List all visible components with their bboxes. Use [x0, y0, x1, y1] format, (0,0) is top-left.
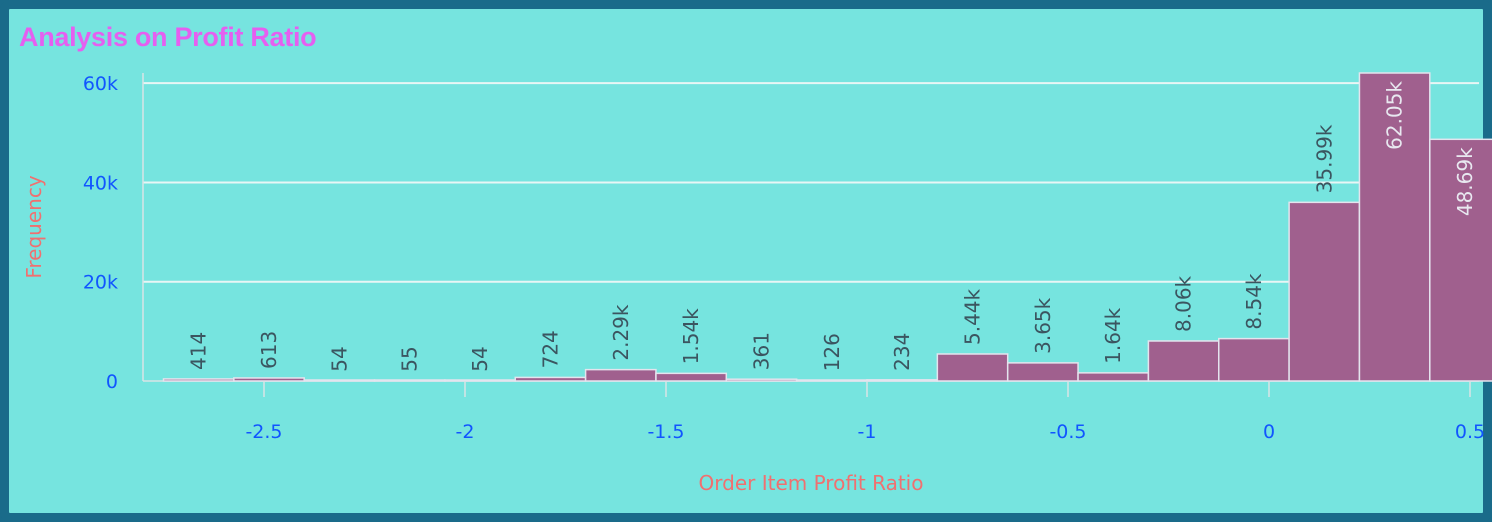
- bar-value-label: 361: [749, 332, 773, 370]
- histogram-bar: [1429, 138, 1492, 382]
- bar-value-label: 724: [538, 330, 562, 368]
- data-labels: 414 613 54 55 54 724 2.29k 1.54k 361 126 234 5.44k 3…: [187, 81, 1477, 372]
- bar-value-label: 1.64k: [1101, 307, 1125, 364]
- histogram-bar: [444, 379, 516, 382]
- bar-value-label: 414: [187, 332, 211, 370]
- bar-value-label: 8.54k: [1242, 273, 1266, 330]
- histogram-bar: [233, 377, 305, 382]
- bar-value-label: 1.54k: [679, 308, 703, 365]
- x-tick-label: -2.5: [245, 421, 282, 443]
- histogram-bar: [373, 379, 446, 382]
- histogram-bar: [1006, 362, 1079, 382]
- histogram-bar: [1147, 340, 1220, 382]
- histogram-bar: [1288, 201, 1361, 382]
- bar-value-label: 613: [257, 331, 281, 369]
- bar-value-label: 126: [820, 333, 844, 371]
- histogram-bar: [514, 376, 587, 382]
- y-ticks: 0 20k 40k 60k: [83, 73, 118, 393]
- y-tick-label: 40k: [83, 172, 118, 194]
- bar-value-label: 48.69k: [1453, 147, 1477, 216]
- bar-value-label: 54: [468, 346, 492, 371]
- x-tick-label: -0.5: [1049, 421, 1086, 443]
- bar-value-label: 54: [327, 346, 351, 371]
- histogram-bar: [725, 378, 798, 382]
- x-tick-label: -1.5: [647, 421, 684, 443]
- histogram-bar: [655, 372, 728, 382]
- bar-value-label: 3.65k: [1031, 297, 1055, 354]
- bar-value-label: 55: [398, 346, 422, 371]
- y-tick-label: 60k: [83, 73, 118, 95]
- x-ticks: -2.5 -2 -1.5 -1 -0.5 0 0.5: [245, 381, 1485, 443]
- x-tick-label: -1: [858, 421, 877, 443]
- x-tick-label: -2: [456, 421, 475, 443]
- histogram-bar: [303, 379, 376, 382]
- histogram-bar: [162, 378, 235, 382]
- bar-value-label: 35.99k: [1312, 124, 1336, 193]
- x-axis-title: Order Item Profit Ratio: [699, 471, 924, 495]
- bar-value-label: 5.44k: [961, 288, 985, 345]
- bar-value-label: 2.29k: [609, 304, 633, 361]
- histogram-bar: [795, 379, 868, 382]
- y-tick-label: 20k: [83, 272, 118, 294]
- histogram-bar: [936, 353, 1009, 382]
- histogram-bar: [584, 368, 657, 382]
- bar-value-label: 62.05k: [1383, 81, 1407, 150]
- x-tick-label: 0.5: [1455, 421, 1485, 443]
- grid-lines: [143, 82, 1479, 283]
- x-tick-label: 0: [1263, 421, 1275, 443]
- y-axis-title: Frequency: [22, 175, 46, 278]
- histogram-bar: [1218, 337, 1290, 382]
- histogram-bar: [1077, 372, 1150, 382]
- y-tick-label: 0: [106, 371, 118, 393]
- bar-value-label: 8.06k: [1172, 275, 1196, 332]
- histogram-bar: [866, 379, 939, 382]
- bars: [162, 72, 1492, 382]
- chart-title: Analysis on Profit Ratio: [19, 22, 317, 52]
- bar-value-label: 234: [890, 333, 914, 371]
